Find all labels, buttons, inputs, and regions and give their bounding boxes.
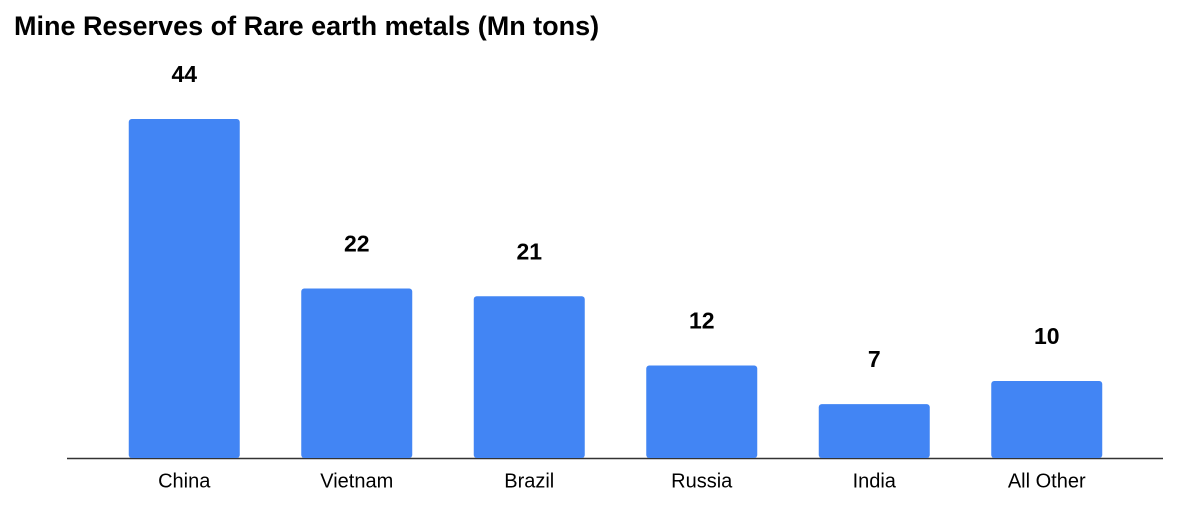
- value-label: 21: [516, 238, 542, 264]
- value-label: 12: [689, 308, 715, 334]
- bar: [473, 296, 585, 458]
- value-label: 10: [1034, 323, 1060, 349]
- bar: [301, 288, 413, 458]
- bar: [128, 119, 240, 458]
- x-tick-label: Brazil: [504, 470, 554, 492]
- bar: [991, 380, 1103, 458]
- x-tick-label: Russia: [671, 470, 733, 492]
- bar: [818, 404, 930, 458]
- value-label: 44: [171, 61, 197, 87]
- x-tick-label: All Other: [1008, 470, 1086, 492]
- value-label: 7: [868, 346, 881, 372]
- value-label: 22: [344, 231, 370, 257]
- x-tick-label: India: [853, 470, 897, 492]
- x-tick-label: Vietnam: [320, 470, 393, 492]
- chart-title: Mine Reserves of Rare earth metals (Mn t…: [14, 11, 599, 41]
- bar: [646, 365, 758, 458]
- x-tick-label: China: [158, 470, 211, 492]
